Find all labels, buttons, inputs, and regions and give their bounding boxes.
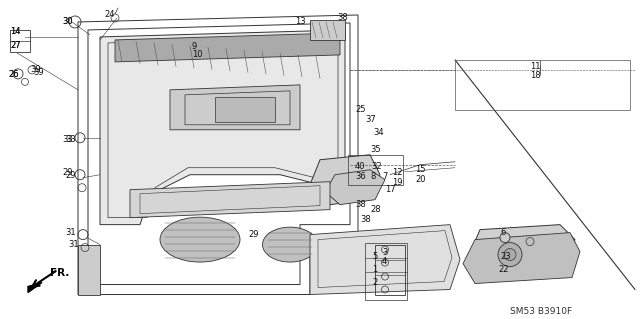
Circle shape [504,249,516,261]
Text: 3: 3 [382,248,387,256]
Text: 8: 8 [370,172,376,181]
Text: 38: 38 [360,215,371,224]
Text: 30: 30 [62,17,72,26]
Polygon shape [115,33,340,62]
Text: 27: 27 [10,41,20,50]
Text: 14: 14 [10,27,20,36]
Bar [310,20,345,40]
Text: 29: 29 [62,168,72,177]
Text: 24: 24 [104,10,115,19]
Text: 35: 35 [370,145,381,154]
Text: 38: 38 [337,13,348,22]
Text: 37: 37 [365,115,376,124]
Text: 22: 22 [498,264,509,274]
Text: 39: 39 [33,68,44,77]
Text: 33: 33 [62,135,73,144]
Text: 1: 1 [372,264,377,274]
Text: SM53 B3910F: SM53 B3910F [510,308,572,316]
Polygon shape [325,170,385,205]
Bar [215,97,275,122]
Text: 28: 28 [370,205,381,214]
Polygon shape [465,225,575,282]
Text: 26: 26 [8,70,19,79]
Text: 38: 38 [355,200,365,209]
Text: 12: 12 [392,168,403,177]
Bar [10,30,30,52]
Text: 6: 6 [500,228,506,237]
Text: 34: 34 [373,128,383,137]
Ellipse shape [262,227,317,262]
Circle shape [498,242,522,267]
Text: 31: 31 [68,240,79,249]
Bar [375,245,405,294]
Text: 25: 25 [355,105,365,114]
Text: 10: 10 [192,50,202,59]
Text: 36: 36 [355,172,365,181]
Bar [365,242,407,300]
Text: 5: 5 [372,252,377,261]
Text: 19: 19 [392,178,403,187]
Text: FR.: FR. [50,268,69,278]
Text: 7: 7 [382,172,387,181]
Polygon shape [28,283,42,293]
Polygon shape [100,30,345,225]
Text: 40: 40 [355,162,365,171]
Text: 14: 14 [10,27,20,36]
Text: 32: 32 [371,162,381,171]
Text: 33: 33 [65,135,76,144]
Text: 18: 18 [530,71,541,80]
Text: 13: 13 [295,17,306,26]
Circle shape [500,233,510,242]
Text: 31: 31 [65,228,76,237]
Ellipse shape [160,217,240,262]
Text: 29: 29 [248,230,259,239]
Text: 4: 4 [382,256,387,266]
Text: 30: 30 [62,17,72,26]
Polygon shape [310,225,460,294]
Text: 15: 15 [415,165,426,174]
Text: 29: 29 [65,171,76,180]
Text: 26: 26 [8,70,19,79]
Text: 20: 20 [415,175,426,184]
Text: 23: 23 [500,252,511,261]
Polygon shape [78,245,100,294]
Polygon shape [463,233,580,284]
Bar [348,155,403,185]
Text: 9: 9 [192,42,197,51]
Bar [455,60,630,110]
Text: 11: 11 [530,62,541,71]
Text: 2: 2 [372,278,377,286]
Text: 39: 39 [30,65,40,74]
Polygon shape [170,85,300,130]
Text: 17: 17 [385,185,396,194]
Text: 27: 27 [10,41,20,50]
Polygon shape [310,155,380,205]
Polygon shape [130,182,330,218]
